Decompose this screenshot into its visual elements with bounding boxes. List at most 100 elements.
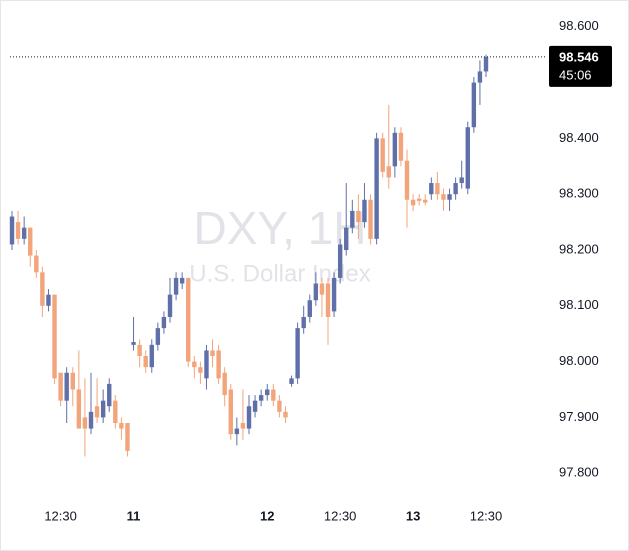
candle-body: [283, 411, 288, 418]
candle-body: [161, 316, 167, 329]
x-tick-label: 13: [406, 508, 420, 523]
y-tick-label: 97.800: [559, 465, 599, 480]
candle-body: [416, 198, 422, 201]
candle-body: [58, 372, 63, 401]
candle-body: [265, 389, 270, 396]
candle-body: [386, 166, 391, 178]
candle-body: [258, 395, 264, 401]
watermark-subtitle: U.S. Dollar Index: [189, 260, 370, 287]
candle-body: [240, 422, 246, 429]
watermark-title: DXY, 1H: [193, 202, 366, 254]
candle-body: [143, 356, 148, 368]
candle-body: [368, 199, 373, 239]
candle-body: [70, 372, 75, 390]
y-tick-label: 97.900: [559, 409, 599, 424]
candle-body: [277, 400, 282, 412]
candle-body: [88, 411, 94, 429]
candle-body: [477, 71, 483, 83]
candle-body: [204, 350, 209, 379]
candle-body: [40, 272, 45, 306]
candle-body: [392, 132, 398, 167]
x-tick-label: 12:30: [324, 508, 357, 523]
candle-body: [125, 422, 130, 451]
candle-body: [441, 194, 446, 200]
candle-body: [9, 216, 15, 245]
y-tick-label: 98.300: [559, 186, 599, 201]
candle-body: [471, 82, 477, 128]
candle-body: [483, 56, 489, 72]
candle-body: [46, 294, 51, 306]
candle-body: [179, 277, 185, 284]
candle-body: [113, 400, 118, 423]
candle-body: [34, 255, 39, 273]
candle-body: [82, 417, 88, 429]
candle-body: [198, 367, 203, 373]
candle-body: [301, 316, 306, 329]
candle-body: [404, 160, 410, 200]
candle-body: [465, 127, 470, 189]
candle-body: [362, 199, 367, 223]
x-tick-label: 11: [127, 508, 141, 523]
candle-body: [107, 383, 112, 407]
candle-body: [167, 294, 173, 317]
candle-body: [307, 300, 312, 317]
candle-body: [28, 227, 33, 256]
candle-body: [186, 277, 191, 362]
candle-body: [423, 199, 428, 203]
candle-body: [149, 344, 154, 368]
candle-body: [325, 283, 331, 317]
y-tick-label: 98.000: [559, 353, 599, 368]
x-tick-label: 12:30: [470, 508, 503, 523]
candle-body: [64, 372, 69, 401]
candle-body: [76, 389, 82, 429]
candle-body: [337, 244, 343, 278]
candle-body: [453, 183, 458, 195]
candle-body: [192, 361, 197, 368]
candle-body: [380, 138, 385, 172]
candle-body: [131, 342, 136, 345]
candle-body: [246, 406, 252, 429]
candle-body: [319, 283, 325, 295]
candle-body: [252, 400, 258, 412]
candle-body: [210, 350, 215, 357]
candle-body: [398, 132, 404, 161]
candle-body: [100, 400, 106, 418]
candle-body: [435, 183, 440, 195]
y-tick-label: 98.600: [559, 18, 599, 33]
candle-body: [119, 422, 124, 429]
candle-body: [447, 194, 452, 200]
candle-body: [52, 294, 57, 379]
candle-body: [137, 344, 142, 357]
candle-body: [15, 222, 21, 239]
candle-body: [410, 199, 416, 206]
candle-body: [295, 328, 300, 379]
last-price-box: [549, 45, 612, 87]
candle-body: [155, 328, 161, 345]
x-tick-label: 12:30: [44, 508, 77, 523]
countdown-label: 45:06: [559, 67, 592, 82]
candle-body: [356, 210, 361, 223]
y-tick-label: 98.100: [559, 297, 599, 312]
y-tick-label: 98.400: [559, 130, 599, 145]
candle-body: [222, 372, 227, 396]
candle-body: [289, 378, 294, 384]
candle-body: [21, 227, 27, 239]
candle-body: [313, 283, 319, 301]
last-price-label: 98.546: [559, 49, 599, 64]
candle-body: [216, 350, 221, 379]
candle-body: [429, 183, 434, 195]
candle-body: [374, 138, 379, 239]
candle-body: [94, 406, 100, 418]
candle-body: [228, 389, 233, 435]
candle-body: [271, 389, 276, 401]
candle-body: [173, 277, 179, 295]
candle-body: [234, 428, 240, 435]
candle-body: [344, 227, 349, 250]
candle-body: [350, 210, 355, 228]
candle-body: [331, 277, 337, 312]
y-tick-label: 98.200: [559, 241, 599, 256]
candle-body: [459, 177, 464, 184]
x-tick-label: 12: [260, 508, 274, 523]
